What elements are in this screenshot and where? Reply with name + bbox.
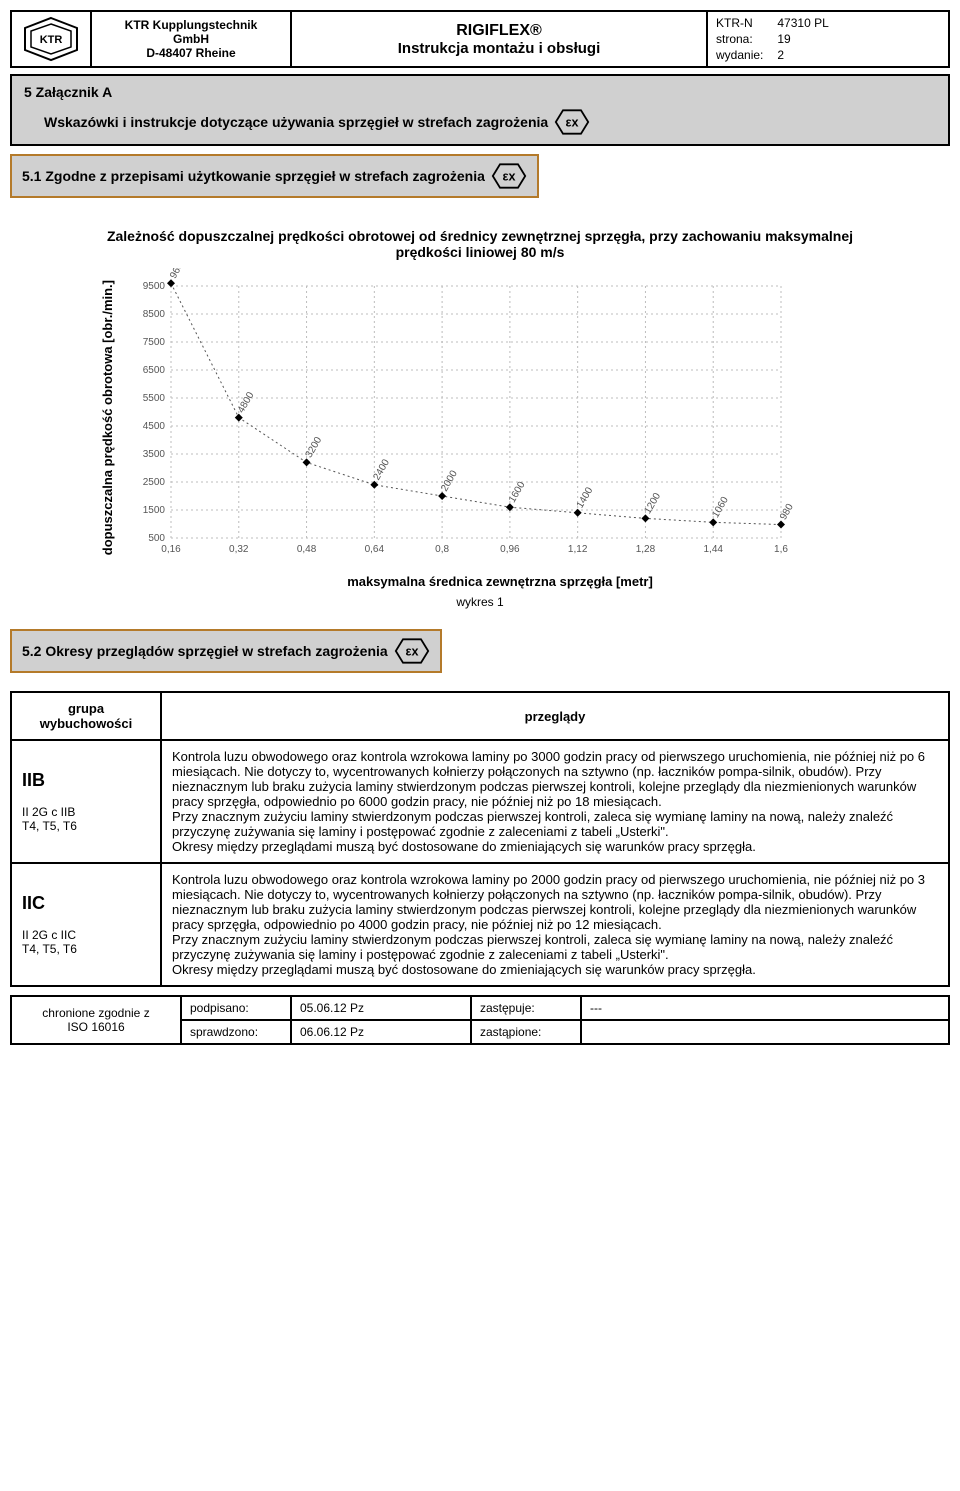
svg-text:εx: εx: [566, 116, 579, 130]
svg-text:1500: 1500: [143, 505, 166, 516]
svg-text:3500: 3500: [143, 449, 166, 460]
svg-text:6500: 6500: [143, 365, 166, 376]
group-sub2: T4, T5, T6: [22, 942, 150, 956]
footer-left-line2: ISO 16016: [20, 1020, 172, 1034]
svg-text:0,96: 0,96: [500, 544, 520, 555]
svg-text:1,12: 1,12: [568, 544, 588, 555]
svg-text:εx: εx: [502, 170, 515, 184]
replaced-value: [581, 1020, 949, 1044]
svg-text:9600: 9600: [168, 268, 189, 281]
company-line2: GmbH: [100, 32, 282, 46]
doc-info-cell: KTR-N 47310 PL strona: 19 wydanie: 2: [708, 12, 948, 66]
section-5-2-banner: 5.2 Okresy przeglądów sprzęgieł w strefa…: [10, 629, 442, 673]
page-label: strona:: [716, 32, 763, 46]
chart-block: Zależność dopuszczalnej prędkości obroto…: [100, 228, 860, 609]
edition-label: wydanie:: [716, 48, 763, 62]
chart-svg: 500 1500 2500 3500 4500 5500 6500 7500 8500 9500 0…: [121, 268, 801, 568]
table-row: IIB II 2G c IIBT4, T5, T6 Kontrola luzu ob…: [11, 740, 949, 863]
svg-text:1,44: 1,44: [703, 544, 723, 555]
svg-text:0,32: 0,32: [229, 544, 249, 555]
svg-text:4500: 4500: [143, 421, 166, 432]
y-axis-label: dopuszczalna prędkość obrotowa [obr./min…: [100, 280, 115, 555]
footer-left: chronione zgodnie z ISO 16016: [11, 996, 181, 1044]
checked-value: 06.06.12 Pz: [291, 1020, 471, 1044]
signed-label: podpisano:: [181, 996, 291, 1020]
company-line3: D-48407 Rheine: [100, 46, 282, 60]
logo-cell: KTR: [12, 12, 92, 66]
review-text: Kontrola luzu obwodowego oraz kontrola w…: [161, 740, 949, 863]
group-cell: IIB II 2G c IIBT4, T5, T6: [11, 740, 161, 863]
ktr-logo-icon: KTR: [21, 16, 81, 62]
svg-text:5500: 5500: [143, 393, 166, 404]
th-reviews: przeglądy: [161, 692, 949, 740]
group-sub2: T4, T5, T6: [22, 819, 150, 833]
page-value: 19: [777, 32, 940, 46]
svg-text:500: 500: [148, 533, 165, 544]
svg-text:8500: 8500: [143, 309, 166, 320]
svg-text:1,28: 1,28: [636, 544, 656, 555]
review-text: Kontrola luzu obwodowego oraz kontrola w…: [161, 863, 949, 986]
edition-value: 2: [777, 48, 940, 62]
title-cell: RIGIFLEX® Instrukcja montażu i obsługi: [292, 12, 708, 66]
svg-text:7500: 7500: [143, 337, 166, 348]
group-sub1: II 2G c IIC: [22, 928, 150, 942]
group-main: IIC: [22, 893, 150, 914]
section-5-2-title: 5.2 Okresy przeglądów sprzęgieł w strefa…: [22, 643, 388, 659]
ex-hex-icon: εx: [491, 162, 527, 190]
svg-text:2500: 2500: [143, 477, 166, 488]
group-sub1: II 2G c IIB: [22, 805, 150, 819]
svg-text:1,6: 1,6: [774, 544, 788, 555]
chart-heading: Zależność dopuszczalnej prędkości obroto…: [100, 228, 860, 260]
replaced-label: zastąpione:: [471, 1020, 581, 1044]
replaces-value: ---: [581, 996, 949, 1020]
svg-text:9500: 9500: [143, 281, 166, 292]
company-line1: KTR Kupplungstechnik: [100, 18, 282, 32]
th-group: grupa wybuchowości: [11, 692, 161, 740]
svg-text:0,64: 0,64: [365, 544, 385, 555]
doc-title-line1: RIGIFLEX®: [300, 22, 698, 40]
footer-left-line1: chronione zgodnie z: [20, 1006, 172, 1020]
ex-hex-icon: εx: [394, 637, 430, 665]
checked-label: sprawdzono:: [181, 1020, 291, 1044]
svg-text:0,48: 0,48: [297, 544, 317, 555]
section-5-1-title: 5.1 Zgodne z przepisami użytkowanie sprz…: [22, 168, 485, 184]
section-5-1-banner: 5.1 Zgodne z przepisami użytkowanie sprz…: [10, 154, 539, 198]
ex-hex-icon: εx: [554, 108, 590, 136]
signed-value: 05.06.12 Pz: [291, 996, 471, 1020]
document-header: KTR KTR Kupplungstechnik GmbH D-48407 Rh…: [10, 10, 950, 68]
group-cell: IIC II 2G c IICT4, T5, T6: [11, 863, 161, 986]
group-main: IIB: [22, 770, 150, 791]
footer-table: chronione zgodnie z ISO 16016 podpisano:…: [10, 995, 950, 1045]
doc-title-line2: Instrukcja montażu i obsługi: [300, 40, 698, 57]
svg-text:εx: εx: [405, 645, 418, 659]
company-cell: KTR Kupplungstechnik GmbH D-48407 Rheine: [92, 12, 292, 66]
chart-caption: wykres 1: [100, 595, 860, 609]
inspections-table: grupa wybuchowości przeglądy IIB II 2G c …: [10, 691, 950, 987]
ktrn-value: 47310 PL: [777, 16, 940, 30]
svg-text:0,16: 0,16: [161, 544, 181, 555]
x-axis-label: maksymalna średnica zewnętrzna sprzęgła …: [140, 574, 860, 589]
svg-text:KTR: KTR: [40, 34, 63, 46]
svg-text:0,8: 0,8: [435, 544, 449, 555]
ktrn-label: KTR-N: [716, 16, 763, 30]
appendix-line2: Wskazówki i instrukcje dotyczące używani…: [44, 114, 548, 130]
appendix-line1: 5 Załącznik A: [24, 84, 936, 100]
replaces-label: zastępuje:: [471, 996, 581, 1020]
appendix-banner: 5 Załącznik A Wskazówki i instrukcje dot…: [10, 74, 950, 146]
table-row: IIC II 2G c IICT4, T5, T6 Kontrola luzu ob…: [11, 863, 949, 986]
